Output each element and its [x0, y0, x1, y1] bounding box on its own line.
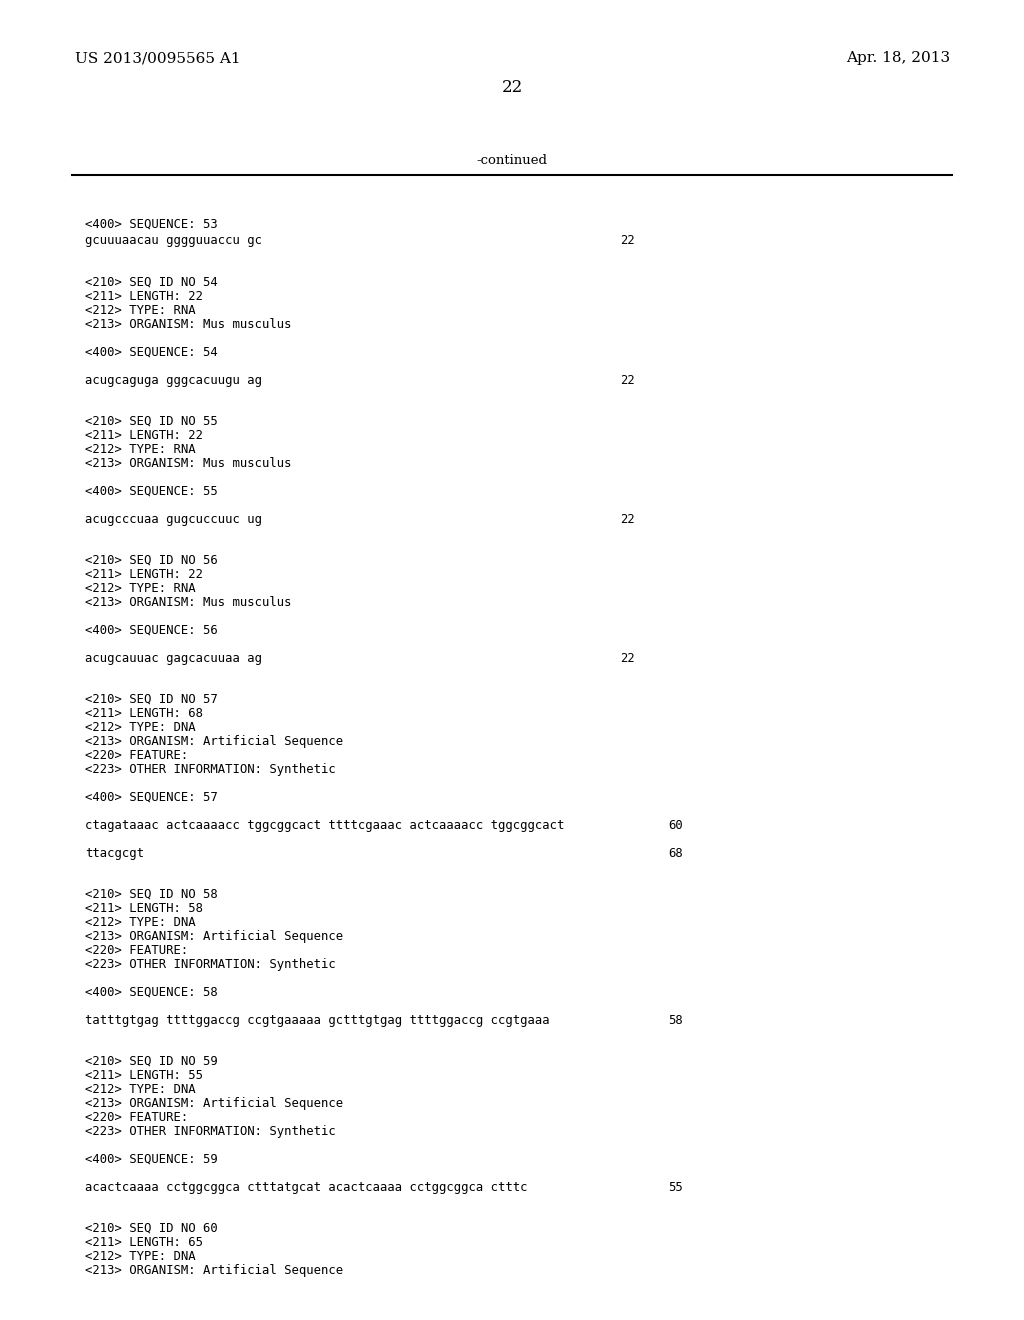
Text: <400> SEQUENCE: 53: <400> SEQUENCE: 53 — [85, 218, 218, 231]
Text: US 2013/0095565 A1: US 2013/0095565 A1 — [75, 51, 241, 65]
Text: <212> TYPE: DNA: <212> TYPE: DNA — [85, 1082, 196, 1096]
Text: gcuuuaacau gggguuaccu gc: gcuuuaacau gggguuaccu gc — [85, 234, 262, 247]
Text: acugcauuac gagcacuuaa ag: acugcauuac gagcacuuaa ag — [85, 652, 262, 665]
Text: <400> SEQUENCE: 57: <400> SEQUENCE: 57 — [85, 791, 218, 804]
Text: Apr. 18, 2013: Apr. 18, 2013 — [846, 51, 950, 65]
Text: 60: 60 — [668, 818, 683, 832]
Text: -continued: -continued — [476, 153, 548, 166]
Text: <220> FEATURE:: <220> FEATURE: — [85, 1111, 188, 1125]
Text: <210> SEQ ID NO 58: <210> SEQ ID NO 58 — [85, 888, 218, 902]
Text: 68: 68 — [668, 847, 683, 861]
Text: <212> TYPE: RNA: <212> TYPE: RNA — [85, 304, 196, 317]
Text: <400> SEQUENCE: 59: <400> SEQUENCE: 59 — [85, 1152, 218, 1166]
Text: <212> TYPE: RNA: <212> TYPE: RNA — [85, 444, 196, 455]
Text: <400> SEQUENCE: 55: <400> SEQUENCE: 55 — [85, 484, 218, 498]
Text: <213> ORGANISM: Mus musculus: <213> ORGANISM: Mus musculus — [85, 597, 292, 609]
Text: <211> LENGTH: 68: <211> LENGTH: 68 — [85, 708, 203, 719]
Text: 22: 22 — [620, 374, 635, 387]
Text: <213> ORGANISM: Artificial Sequence: <213> ORGANISM: Artificial Sequence — [85, 1097, 343, 1110]
Text: <400> SEQUENCE: 58: <400> SEQUENCE: 58 — [85, 986, 218, 999]
Text: <400> SEQUENCE: 56: <400> SEQUENCE: 56 — [85, 624, 218, 638]
Text: <213> ORGANISM: Artificial Sequence: <213> ORGANISM: Artificial Sequence — [85, 931, 343, 942]
Text: <211> LENGTH: 22: <211> LENGTH: 22 — [85, 290, 203, 304]
Text: acugcaguga gggcacuugu ag: acugcaguga gggcacuugu ag — [85, 374, 262, 387]
Text: 22: 22 — [620, 234, 635, 247]
Text: <220> FEATURE:: <220> FEATURE: — [85, 944, 188, 957]
Text: <213> ORGANISM: Mus musculus: <213> ORGANISM: Mus musculus — [85, 457, 292, 470]
Text: <223> OTHER INFORMATION: Synthetic: <223> OTHER INFORMATION: Synthetic — [85, 958, 336, 972]
Text: <223> OTHER INFORMATION: Synthetic: <223> OTHER INFORMATION: Synthetic — [85, 763, 336, 776]
Text: 22: 22 — [620, 513, 635, 525]
Text: ttacgcgt: ttacgcgt — [85, 847, 144, 861]
Text: <213> ORGANISM: Artificial Sequence: <213> ORGANISM: Artificial Sequence — [85, 1265, 343, 1276]
Text: acugcccuaa gugcuccuuc ug: acugcccuaa gugcuccuuc ug — [85, 513, 262, 525]
Text: <211> LENGTH: 58: <211> LENGTH: 58 — [85, 902, 203, 915]
Text: <213> ORGANISM: Artificial Sequence: <213> ORGANISM: Artificial Sequence — [85, 735, 343, 748]
Text: <212> TYPE: RNA: <212> TYPE: RNA — [85, 582, 196, 595]
Text: <211> LENGTH: 22: <211> LENGTH: 22 — [85, 568, 203, 581]
Text: <210> SEQ ID NO 60: <210> SEQ ID NO 60 — [85, 1222, 218, 1236]
Text: 55: 55 — [668, 1181, 683, 1195]
Text: <223> OTHER INFORMATION: Synthetic: <223> OTHER INFORMATION: Synthetic — [85, 1125, 336, 1138]
Text: <210> SEQ ID NO 54: <210> SEQ ID NO 54 — [85, 276, 218, 289]
Text: <212> TYPE: DNA: <212> TYPE: DNA — [85, 1250, 196, 1263]
Text: ctagataaac actcaaaacc tggcggcact ttttcgaaac actcaaaacc tggcggcact: ctagataaac actcaaaacc tggcggcact ttttcga… — [85, 818, 564, 832]
Text: <213> ORGANISM: Mus musculus: <213> ORGANISM: Mus musculus — [85, 318, 292, 331]
Text: <210> SEQ ID NO 56: <210> SEQ ID NO 56 — [85, 554, 218, 568]
Text: 58: 58 — [668, 1014, 683, 1027]
Text: <212> TYPE: DNA: <212> TYPE: DNA — [85, 916, 196, 929]
Text: <211> LENGTH: 65: <211> LENGTH: 65 — [85, 1236, 203, 1249]
Text: <211> LENGTH: 22: <211> LENGTH: 22 — [85, 429, 203, 442]
Text: 22: 22 — [620, 652, 635, 665]
Text: tatttgtgag ttttggaccg ccgtgaaaaa gctttgtgag ttttggaccg ccgtgaaa: tatttgtgag ttttggaccg ccgtgaaaaa gctttgt… — [85, 1014, 550, 1027]
Text: <211> LENGTH: 55: <211> LENGTH: 55 — [85, 1069, 203, 1082]
Text: <210> SEQ ID NO 59: <210> SEQ ID NO 59 — [85, 1055, 218, 1068]
Text: <210> SEQ ID NO 57: <210> SEQ ID NO 57 — [85, 693, 218, 706]
Text: <220> FEATURE:: <220> FEATURE: — [85, 748, 188, 762]
Text: <400> SEQUENCE: 54: <400> SEQUENCE: 54 — [85, 346, 218, 359]
Text: <210> SEQ ID NO 55: <210> SEQ ID NO 55 — [85, 414, 218, 428]
Text: acactcaaaa cctggcggca ctttatgcat acactcaaaa cctggcggca ctttc: acactcaaaa cctggcggca ctttatgcat acactca… — [85, 1181, 527, 1195]
Text: 22: 22 — [502, 79, 522, 96]
Text: <212> TYPE: DNA: <212> TYPE: DNA — [85, 721, 196, 734]
